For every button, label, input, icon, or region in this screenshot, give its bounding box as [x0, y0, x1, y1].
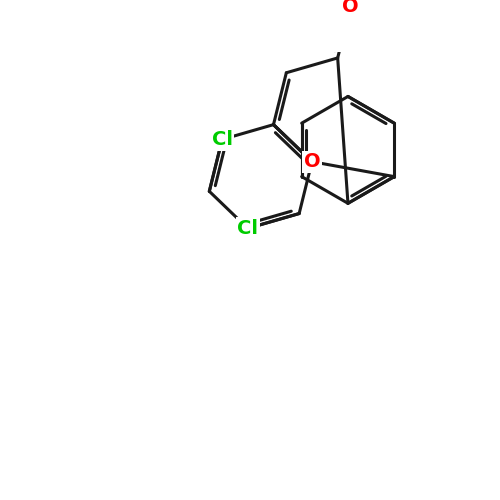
- Text: O: O: [304, 152, 320, 171]
- Text: Cl: Cl: [238, 219, 258, 238]
- Text: O: O: [342, 0, 359, 16]
- Text: Cl: Cl: [212, 130, 233, 149]
